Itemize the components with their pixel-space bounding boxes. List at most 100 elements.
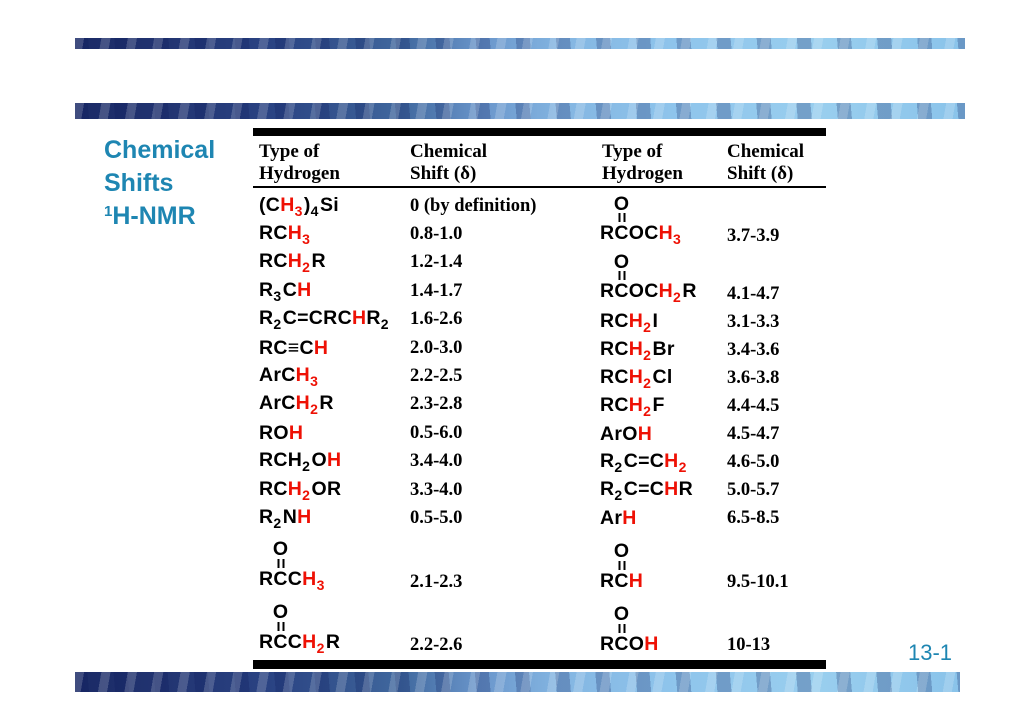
table-row: ArOH 4.5-4.7 — [600, 420, 826, 448]
chemical-shift-value: 2.2-2.5 — [410, 366, 463, 387]
double-bond-icon — [277, 558, 285, 568]
table-row: RCH2Cl 3.6-3.8 — [600, 364, 826, 392]
chemical-shift-value: 2.1-2.3 — [410, 571, 463, 592]
chemical-shift-value: 3.7-3.9 — [727, 226, 780, 246]
decorative-wave-band-top-2 — [75, 103, 965, 119]
hydrogen-type-formula: RCH2OR — [259, 477, 342, 503]
hydrogen-type-formula: R O CH — [600, 540, 644, 592]
hydrogen-type-formula: RCH2R — [259, 250, 326, 276]
table-row: RCH2F 4.4-4.5 — [600, 392, 826, 420]
chemical-shift-value: 3.1-3.3 — [727, 311, 780, 332]
chemical-shift-value: 10-13 — [727, 634, 771, 655]
hydrogen-type-formula: RCH2F — [600, 393, 665, 419]
hydrogen-type-formula: ROH — [259, 421, 304, 444]
header-chemical-shift-right: Chemical Shift (δ) — [727, 141, 805, 184]
chemical-shift-value: 2.3-2.8 — [410, 394, 463, 415]
hydrogen-type-formula: ArCH3 — [259, 364, 318, 390]
table-row: R O COH 10-13 — [600, 596, 826, 659]
table-row: R3CH 1.4-1.7 — [259, 277, 599, 305]
table-row: RCH2R 1.2-1.4 — [259, 249, 599, 277]
table-row: RCH2OR 3.3-4.0 — [259, 476, 599, 504]
chemical-shift-value: 9.5-10.1 — [727, 571, 789, 592]
hydrogen-type-formula: ArCH2R — [259, 392, 334, 418]
hydrogen-type-formula: R O CCH3 — [259, 538, 325, 593]
chemical-shift-value: 3.4-3.6 — [727, 339, 780, 360]
hydrogen-type-formula: R O COCH3 — [600, 192, 681, 247]
decorative-wave-band-top-1 — [75, 38, 965, 49]
hydrogen-type-formula: RCH2I — [600, 309, 659, 335]
chemical-shift-value: 4.1-4.7 — [727, 284, 780, 304]
double-bond-icon — [618, 560, 626, 570]
hydrogen-type-formula: R3CH — [259, 278, 312, 304]
table-row: RCH2OH 3.4-4.0 — [259, 448, 599, 476]
double-bond-icon — [618, 623, 626, 633]
table-header-rule — [253, 186, 826, 188]
chemical-shift-value: 4.4-4.5 — [727, 395, 780, 416]
table-row: ArCH2R 2.3-2.8 — [259, 391, 599, 419]
table-row: RCH2Br 3.4-3.6 — [600, 336, 826, 364]
double-bond-icon — [277, 621, 285, 631]
table-right-columns: R O COCH3 3.7-3.9 R O COCH2R 4.1-4.7 RCH2I 3.1-3.… — [600, 192, 826, 659]
table-row: ROH 0.5-6.0 — [259, 419, 599, 447]
chemical-shift-value: 2.2-2.6 — [410, 634, 463, 655]
table-row: RCH2I 3.1-3.3 — [600, 308, 826, 336]
table-body: (CH3)4Si 0 (by definition) RCH3 0.8-1.0 RCH2… — [253, 192, 826, 660]
table-bottom-rule — [253, 660, 826, 669]
chemical-shift-value: 0 (by definition) — [410, 195, 537, 216]
chemical-shift-value: 0.8-1.0 — [410, 224, 463, 245]
page-number: 13-1 — [908, 640, 953, 665]
chemical-shift-value: 3.4-4.0 — [410, 451, 463, 472]
table-row: ArH 6.5-8.5 — [600, 505, 826, 533]
hydrogen-type-formula: RCH2Cl — [600, 365, 673, 391]
chemical-shift-value: 2.0-3.0 — [410, 337, 463, 358]
double-bond-icon — [618, 271, 626, 280]
hydrogen-type-formula: RCH2Br — [600, 337, 675, 363]
hydrogen-type-formula: RC≡CH — [259, 336, 329, 359]
header-type-of-hydrogen-right: Type of Hydrogen — [602, 141, 683, 184]
chemical-shift-value: 3.3-4.0 — [410, 479, 463, 500]
hydrogen-type-formula: (CH3)4Si — [259, 193, 339, 219]
hydrogen-type-formula: R O COCH2R — [600, 250, 697, 305]
table-row: R2NH 0.5-5.0 — [259, 504, 599, 532]
table-row: R O COCH2R 4.1-4.7 — [600, 250, 826, 308]
header-chemical-shift-left: Chemical Shift (δ) — [410, 141, 488, 184]
decorative-wave-band-bottom — [75, 672, 960, 692]
table-row: (CH3)4Si 0 (by definition) — [259, 192, 599, 220]
table-row: R2C=CRCHR2 1.6-2.6 — [259, 306, 599, 334]
chemical-shift-value: 0.5-5.0 — [410, 507, 463, 528]
hydrogen-type-formula: ArOH — [600, 422, 653, 445]
chemical-shift-value: 4.5-4.7 — [727, 423, 780, 444]
slide-title-line1: Chemical — [104, 136, 216, 164]
header-type-of-hydrogen-left: Type of Hydrogen — [259, 141, 340, 184]
chemical-shift-value: 0.5-6.0 — [410, 422, 463, 443]
chemical-shift-value: 4.6-5.0 — [727, 452, 780, 473]
hydrogen-type-formula: R2C=CRCHR2 — [259, 307, 389, 333]
hydrogen-type-formula: RCH3 — [259, 222, 310, 248]
table-top-rule — [253, 128, 826, 136]
slide-title-line2: Shifts — [104, 169, 174, 197]
chemical-shift-value: 3.6-3.8 — [727, 367, 780, 388]
hydrogen-type-formula: R O COH — [600, 603, 659, 655]
hydrogen-type-formula: R2C=CH2 — [600, 450, 687, 476]
isotope-superscript: 1 — [104, 203, 113, 220]
chemical-shift-table: Type of Hydrogen Chemical Shift (δ) Type o… — [253, 128, 826, 669]
hydrogen-type-formula: RCH2OH — [259, 449, 342, 475]
table-row: R O CCH2R 2.2-2.6 — [259, 596, 599, 659]
table-row: R O CCH3 2.1-2.3 — [259, 533, 599, 596]
table-row: RCH3 0.8-1.0 — [259, 220, 599, 248]
chemical-shift-value: 1.4-1.7 — [410, 280, 463, 301]
table-row: R O CH 9.5-10.1 — [600, 533, 826, 596]
slide-title-line3: 1H-NMR — [104, 202, 196, 230]
chemical-shift-value: 5.0-5.7 — [727, 480, 780, 501]
chemical-shift-value: 6.5-8.5 — [727, 508, 780, 529]
table-left-columns: (CH3)4Si 0 (by definition) RCH3 0.8-1.0 RCH2… — [259, 192, 599, 659]
table-row: ArCH3 2.2-2.5 — [259, 362, 599, 390]
table-header: Type of Hydrogen Chemical Shift (δ) Type o… — [253, 138, 826, 186]
hydrogen-type-formula: R2NH — [259, 505, 312, 531]
